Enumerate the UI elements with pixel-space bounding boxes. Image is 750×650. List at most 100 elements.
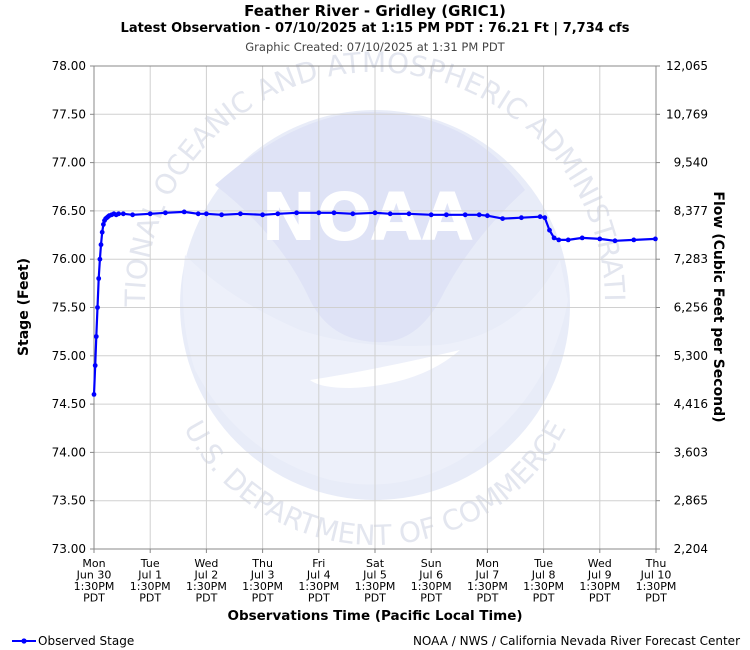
y-tick-label: 77.00 — [52, 156, 86, 170]
y2-tick-label: 5,300 — [674, 349, 708, 363]
y2-tick-label: 2,865 — [674, 494, 708, 508]
x-tick-label: 1:30PM — [579, 580, 620, 593]
x-tick-label: PDT — [139, 592, 161, 605]
observed-stage-point — [500, 216, 505, 222]
observed-stage-point — [631, 237, 637, 243]
observed-stage-point — [91, 392, 97, 397]
x-tick-label: Jul 9 — [587, 569, 612, 582]
y-tick-label: 73.50 — [52, 494, 86, 508]
y2-tick-label: 12,065 — [666, 59, 708, 73]
noaa-logo-text: NOAA — [261, 179, 473, 256]
observed-stage-point — [556, 237, 562, 243]
x-tick-label: Tue — [533, 557, 553, 570]
x-tick-label: Jul 8 — [531, 569, 556, 582]
observed-stage-point — [92, 363, 98, 368]
x-tick-label: Jul 10 — [640, 569, 672, 582]
observed-stage-point — [350, 211, 356, 217]
x-tick-label: PDT — [420, 592, 442, 605]
observed-stage-point — [219, 212, 225, 218]
latest-observation-subtitle: Latest Observation - 07/10/2025 at 1:15 … — [120, 21, 630, 36]
observed-stage-point — [579, 235, 585, 241]
observed-stage-point — [331, 210, 337, 216]
observed-stage-point — [476, 212, 482, 218]
noaa-watermark: NOAA NATIONAL OCEANIC AND ATMOSPHERIC AD… — [0, 0, 631, 552]
x-axis-label: Observations Time (Pacific Local Time) — [227, 608, 522, 624]
observed-stage-point — [163, 210, 168, 216]
x-tick-label: Jul 4 — [306, 569, 331, 582]
observed-stage-point — [95, 305, 100, 310]
observed-stage-point — [551, 235, 557, 241]
observed-stage-point — [260, 212, 265, 218]
observed-stage-point — [238, 211, 243, 217]
x-tick-label: PDT — [533, 592, 555, 605]
x-tick-label: Jul 1 — [137, 569, 162, 582]
y-tick-label: 78.00 — [52, 59, 86, 73]
y-axis-label: Stage (Feet) — [16, 258, 32, 356]
observed-stage-point — [99, 229, 105, 235]
x-tick-label: Thu — [645, 557, 667, 570]
x-tick-label: 1:30PM — [636, 580, 677, 593]
x-tick-label: Mon — [476, 557, 499, 570]
observed-stage-point — [597, 236, 603, 242]
y-tick-label: 73.00 — [52, 542, 86, 556]
observed-stage-point — [547, 227, 552, 233]
observed-stage-point — [181, 209, 187, 215]
observed-stage-point — [565, 237, 571, 243]
y-tick-label: 74.50 — [52, 397, 86, 411]
observed-stage-series — [91, 209, 658, 397]
observed-stage-point — [519, 215, 524, 221]
observed-stage-point — [120, 211, 126, 217]
y2-tick-label: 7,283 — [674, 252, 708, 266]
x-tick-label: Thu — [251, 557, 273, 570]
x-tick-label: PDT — [476, 592, 498, 605]
credit-text: NOAA / NWS / California Nevada River For… — [413, 634, 740, 648]
x-tick-label: PDT — [645, 592, 667, 605]
x-tick-label: Jul 5 — [362, 569, 387, 582]
x-tick-label: PDT — [589, 592, 611, 605]
y2-axis-ticks: 12,065 10,769 9,540 8,377 7,283 6,256 5,300 4,4… — [656, 59, 708, 556]
legend-label: Observed Stage — [38, 634, 134, 648]
observed-stage-point — [462, 212, 468, 218]
x-tick-label: Sat — [366, 557, 385, 570]
observed-stage-point — [130, 212, 136, 218]
y-tick-label: 74.00 — [52, 445, 86, 459]
y2-tick-label: 8,377 — [674, 204, 708, 218]
y-tick-label: 75.50 — [52, 301, 86, 315]
x-tick-label: Mon — [82, 557, 105, 570]
observed-stage-point — [116, 211, 121, 217]
observed-stage-point — [204, 211, 209, 217]
observed-stage-point — [542, 215, 548, 221]
x-tick-label: Jun 30 — [76, 569, 112, 582]
observed-stage-point — [93, 334, 99, 339]
observed-stage-point — [316, 210, 322, 216]
x-tick-label: Jul 6 — [418, 569, 443, 582]
y-tick-label: 76.50 — [52, 204, 86, 218]
y-tick-label: 77.50 — [52, 107, 86, 121]
observed-stage-point — [98, 242, 104, 248]
x-tick-label: PDT — [252, 592, 274, 605]
graphic-created-text: Graphic Created: 07/10/2025 at 1:31 PM P… — [245, 40, 505, 54]
x-tick-label: Tue — [140, 557, 160, 570]
observed-stage-point — [485, 213, 490, 219]
x-tick-label: Wed — [588, 557, 612, 570]
y2-tick-label: 2,204 — [674, 542, 708, 556]
x-tick-label: 1:30PM — [411, 580, 452, 593]
x-tick-label: 1:30PM — [186, 580, 227, 593]
observed-stage-point — [147, 211, 153, 217]
y2-tick-label: 10,769 — [666, 107, 708, 121]
x-tick-label: PDT — [83, 592, 105, 605]
y2-tick-label: 4,416 — [674, 397, 708, 411]
y-tick-label: 76.00 — [52, 252, 86, 266]
y-tick-label: 75.00 — [52, 349, 86, 363]
observed-stage-point — [444, 212, 449, 218]
legend: Observed Stage — [12, 634, 134, 648]
x-tick-label: Jul 7 — [475, 569, 500, 582]
observed-stage-point — [372, 210, 378, 216]
x-tick-label: 1:30PM — [74, 580, 115, 593]
observed-stage-point — [612, 238, 618, 244]
x-tick-label: Jul 2 — [194, 569, 219, 582]
x-tick-label: Fri — [312, 557, 325, 570]
observed-stage-point — [195, 211, 201, 217]
